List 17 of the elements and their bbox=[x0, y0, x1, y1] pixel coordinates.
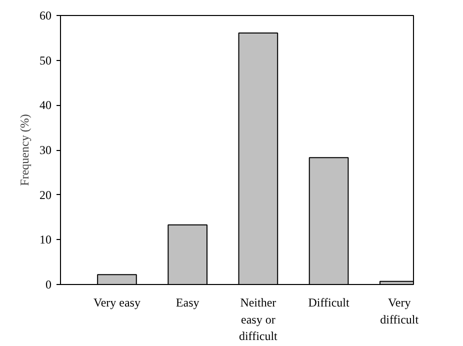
y-tick-label: 40 bbox=[40, 98, 52, 112]
y-tick-label: 60 bbox=[40, 8, 52, 22]
bar bbox=[238, 32, 278, 284]
bar bbox=[97, 274, 137, 284]
x-tick-label: Easy bbox=[176, 296, 200, 310]
y-tick-label: 10 bbox=[40, 232, 52, 247]
bar bbox=[168, 224, 208, 284]
x-tick-label: Neither easy or difficult bbox=[238, 296, 278, 344]
bar bbox=[308, 157, 349, 284]
x-tick-label: Very easy bbox=[93, 296, 140, 310]
y-tick-label: 50 bbox=[40, 53, 52, 68]
y-tick-label: 20 bbox=[40, 188, 52, 202]
y-tick-label: 0 bbox=[46, 278, 52, 292]
y-tick-label: 30 bbox=[40, 143, 52, 157]
y-axis-title: Frequency (%) bbox=[18, 114, 32, 186]
x-tick-label: Difficult bbox=[308, 296, 350, 310]
x-tick-label: Very difficult bbox=[380, 296, 420, 326]
